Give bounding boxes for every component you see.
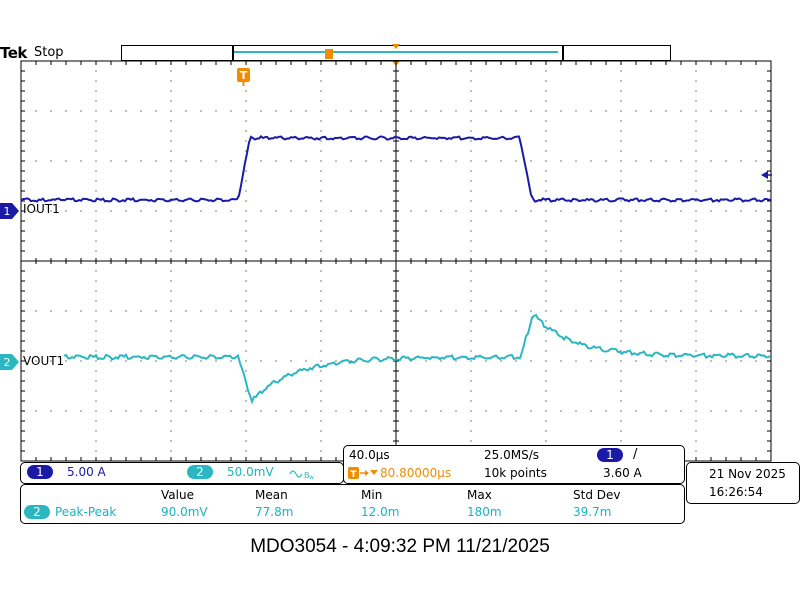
trigger-record-marker [325, 49, 333, 59]
trigger-position-icon [392, 44, 400, 49]
vertical-scale-panel[interactable]: 1 5.00 A 2 50.0mV B w [20, 462, 344, 484]
ch1-waveform [20, 135, 772, 203]
meas-header-max: Max [467, 488, 492, 502]
sample-rate: 25.0MS/s [484, 448, 539, 462]
record-length: 10k points [484, 466, 547, 480]
ch1-scale: 5.00 A [67, 465, 106, 479]
svg-text:w: w [309, 474, 314, 480]
meas-header-std-dev: Std Dev [573, 488, 621, 502]
meas-header-value: Value [161, 488, 194, 502]
ch1-label: IOUT1 [23, 202, 60, 216]
meas-header-mean: Mean [255, 488, 288, 502]
measurement-panel[interactable]: Value Mean Min Max Std Dev 2 Peak-Peak 9… [20, 484, 685, 524]
timebase-panel[interactable]: 40.0µs 25.0MS/s T 80.80000µs 10k points … [343, 445, 685, 484]
time: 16:26:54 [709, 485, 763, 499]
svg-text:1: 1 [4, 205, 11, 218]
trigger-delay: 80.80000µs [380, 466, 452, 480]
ch1-badge[interactable]: 1 [27, 465, 53, 479]
trigger-marker-icon: T [237, 68, 250, 86]
svg-text:B: B [304, 471, 310, 480]
svg-text:T: T [240, 69, 248, 82]
ch2-waveform [63, 313, 771, 405]
graticule [20, 60, 772, 462]
date: 21 Nov 2025 [709, 467, 786, 481]
meas-std-dev: 39.7m [573, 505, 612, 519]
ch2-badge[interactable]: 2 [187, 465, 213, 479]
meas-name: Peak-Peak [55, 505, 117, 519]
meas-max: 180m [467, 505, 502, 519]
ch2-label: VOUT1 [23, 354, 65, 368]
meas-header-min: Min [361, 488, 383, 502]
meas-channel-badge[interactable]: 2 [24, 505, 50, 519]
date-time-panel: 21 Nov 2025 16:26:54 [686, 462, 800, 504]
brand-logo: Tek [0, 44, 27, 62]
meas-min: 12.0m [361, 505, 400, 519]
svg-text:2: 2 [4, 356, 11, 369]
ch1-ground-marker[interactable]: 1 [0, 203, 20, 219]
acquisition-status: Stop [34, 45, 64, 60]
trigger-level: 3.60 A [603, 466, 642, 480]
ch2-scale: 50.0mV [227, 465, 274, 479]
meas-mean: 77.8m [255, 505, 294, 519]
trigger-level-arrow-icon [761, 171, 768, 179]
screenshot-caption: MDO3054 - 4:09:32 PM 11/21/2025 [250, 536, 550, 557]
trigger-slope: / [633, 447, 638, 462]
trigger-channel-badge[interactable]: 1 [597, 448, 623, 462]
ch2-ground-marker[interactable]: 2 [0, 354, 20, 370]
horizontal-scale: 40.0µs [349, 448, 390, 462]
meas-value: 90.0mV [161, 505, 208, 519]
svg-text:T: T [350, 470, 357, 480]
trigger-delay-icon: T [348, 467, 378, 480]
bandwidth-limit-icon: B w [289, 470, 314, 480]
